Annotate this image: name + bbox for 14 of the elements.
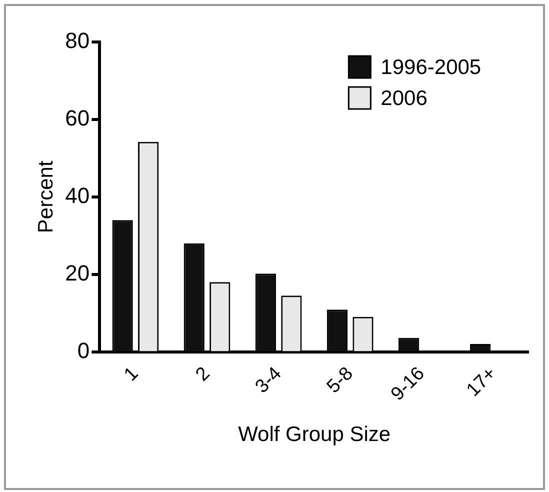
legend-label: 1996-2005 [380, 56, 482, 79]
y-tick-label: 0 [77, 338, 90, 363]
x-tick-label: 2 [192, 363, 214, 386]
y-axis-title: Percent [34, 160, 58, 234]
y-tick-label: 80 [65, 28, 90, 54]
y-tick-label: 20 [65, 260, 90, 286]
legend-label: 2006 [380, 86, 428, 110]
x-axis-title: Wolf Group Size [238, 423, 391, 446]
y-tick-label: 40 [65, 182, 90, 208]
x-tick-label: 17+ [462, 363, 500, 401]
x-tick-label: 1 [120, 363, 143, 386]
y-tick-label: 60 [65, 106, 90, 131]
x-tick-label: 3-4 [252, 362, 286, 398]
x-tick-label: 5-8 [323, 363, 358, 398]
